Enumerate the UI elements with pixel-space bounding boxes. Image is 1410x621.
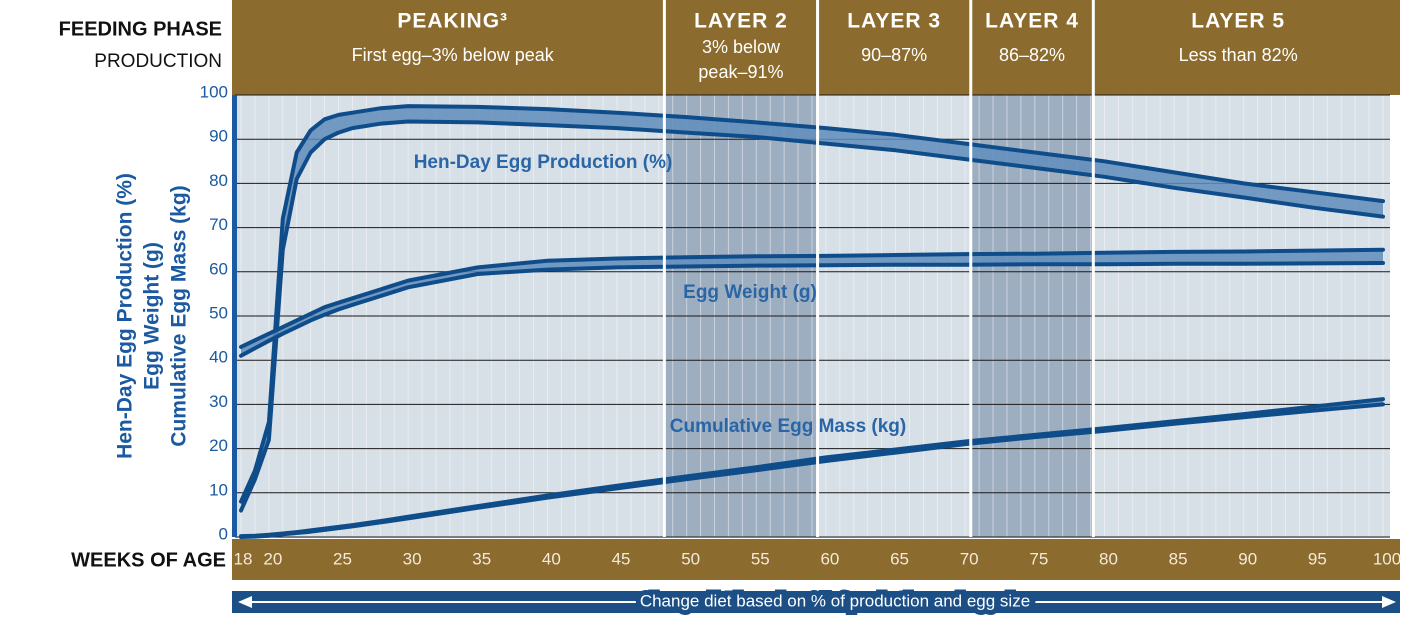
phase-subtitle: Less than 82% — [1179, 45, 1298, 65]
y-axis-label: Egg Weight (g) — [141, 242, 164, 390]
x-tick-label: 95 — [1308, 549, 1327, 568]
y-tick-label: 100 — [200, 82, 228, 101]
phase-subtitle: peak–91% — [698, 62, 783, 82]
y-axis-label: Cumulative Egg Mass (kg) — [168, 185, 191, 446]
x-tick-label: 70 — [960, 549, 979, 568]
y-tick-label: 80 — [209, 171, 228, 190]
x-tick-label: 40 — [542, 549, 561, 568]
y-tick-label: 10 — [209, 480, 228, 499]
x-tick-label: 80 — [1099, 549, 1118, 568]
x-tick-label: 18 — [234, 549, 253, 568]
y-axis-label: Hen-Day Egg Production (%) — [114, 173, 137, 459]
y-tick-label: 20 — [209, 436, 228, 455]
arrow-head — [238, 596, 252, 608]
series-label: Egg Weight (g) — [683, 282, 817, 303]
phase-subtitle: 90–87% — [861, 45, 927, 65]
x-tick-label: 100 — [1373, 549, 1401, 568]
arrow-head — [1382, 596, 1396, 608]
phase-subtitle: First egg–3% below peak — [352, 45, 555, 65]
y-tick-label: 70 — [209, 215, 228, 234]
week-band — [232, 539, 1400, 580]
y-axis — [232, 95, 237, 537]
band-edge — [239, 247, 1385, 349]
phase-label: LAYER 5 — [1191, 10, 1285, 33]
plot — [232, 94, 1390, 539]
phase-subtitle: 86–82% — [999, 45, 1065, 65]
footer-text: Change diet based on % of production and… — [640, 591, 1030, 610]
header-subtitle: PRODUCTION — [94, 51, 222, 72]
x-tick-label: 45 — [612, 549, 631, 568]
phase-label: PEAKING³ — [397, 10, 508, 33]
x-tick-label: 60 — [820, 549, 839, 568]
x-tick-label: 65 — [890, 549, 909, 568]
x-tick-label: 20 — [263, 549, 282, 568]
x-tick-label: 30 — [403, 549, 422, 568]
y-tick-label: 0 — [219, 524, 228, 543]
x-tick-label: 90 — [1238, 549, 1257, 568]
y-tick-label: 40 — [209, 348, 228, 367]
band-edge — [239, 104, 1385, 504]
phase-subtitle: 3% below — [702, 37, 781, 57]
x-tick-label: 75 — [1029, 549, 1048, 568]
x-tick-label: 35 — [472, 549, 491, 568]
header-title: FEEDING PHASE — [59, 18, 222, 40]
x-tick-label: 55 — [751, 549, 770, 568]
phase-label: LAYER 4 — [985, 10, 1079, 33]
x-axis-label: WEEKS OF AGE — [71, 549, 226, 571]
y-tick-label: 50 — [209, 303, 228, 322]
band-edge — [239, 261, 1385, 358]
x-tick-label: 85 — [1169, 549, 1188, 568]
y-tick-label: 60 — [209, 259, 228, 278]
y-tick-label: 30 — [209, 392, 228, 411]
phase-label: LAYER 3 — [847, 10, 941, 33]
band-edge — [239, 119, 1385, 513]
x-tick-label: 25 — [333, 549, 352, 568]
series-label: Hen-Day Egg Production (%) — [414, 152, 673, 173]
phase-label: LAYER 2 — [694, 10, 788, 33]
band-edge — [239, 402, 1385, 539]
x-tick-label: 50 — [681, 549, 700, 568]
phase-header — [232, 0, 1400, 95]
band-fill — [241, 249, 1383, 356]
y-tick-label: 90 — [209, 127, 228, 146]
series-label: Cumulative Egg Mass (kg) — [670, 416, 907, 437]
